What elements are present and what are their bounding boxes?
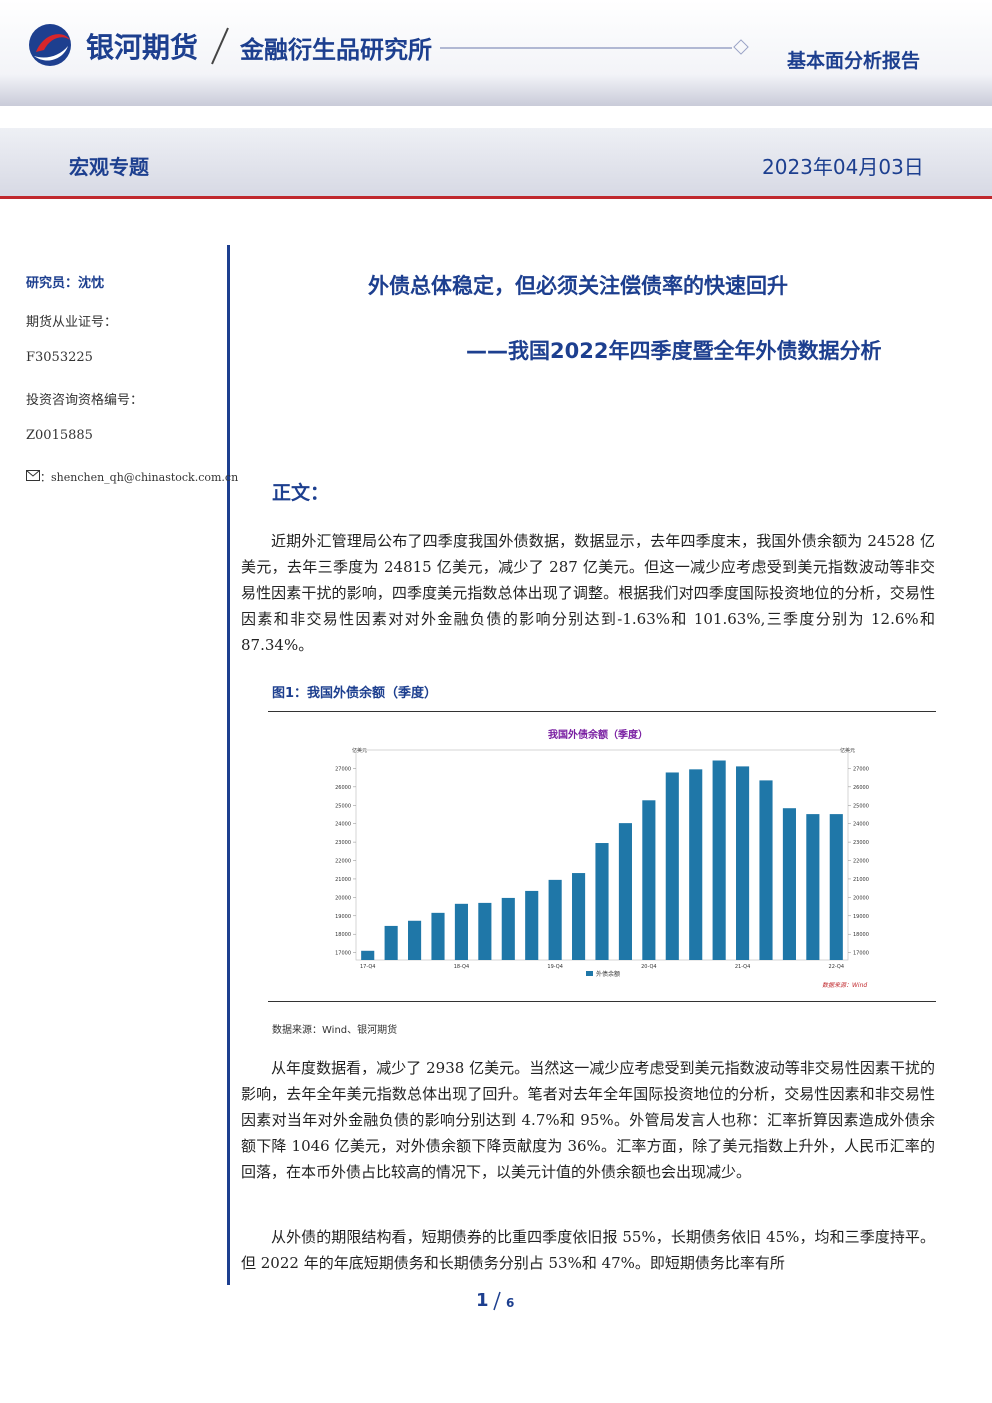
figure-caption: 图1：我国外债余额（季度） bbox=[272, 686, 438, 701]
y2-tick-label: 23000 bbox=[853, 840, 869, 846]
x-tick-label: 22-Q4 bbox=[829, 964, 844, 970]
paragraph: 近期外汇管理局公布了四季度我国外债数据，数据显示，去年四季度末，我国外债余额为 … bbox=[241, 532, 935, 654]
y2-tick-label: 25000 bbox=[853, 803, 869, 809]
legend-label: 外债余额 bbox=[596, 970, 620, 978]
institute: 金融衍生品研究所 bbox=[240, 36, 432, 64]
y-tick-label: 25000 bbox=[335, 803, 351, 809]
y2-tick-label: 17000 bbox=[853, 951, 869, 957]
y-tick-label: 24000 bbox=[335, 822, 351, 828]
paragraph: 从年度数据看，减少了 2938 亿美元。当然这一减少应考虑受到美元指数波动等非交… bbox=[241, 1059, 935, 1181]
logo bbox=[29, 24, 71, 66]
y2-tick-label: 20000 bbox=[853, 895, 869, 901]
slash bbox=[211, 27, 229, 65]
chart-source: 数据来源：Wind bbox=[822, 981, 867, 989]
chart-title: 我国外债余额（季度） bbox=[548, 728, 648, 741]
y-tick-label: 26000 bbox=[335, 785, 351, 791]
topic: 宏观专题 bbox=[69, 155, 149, 179]
bar bbox=[712, 760, 726, 960]
bar bbox=[572, 873, 586, 960]
date: 2023年04月03日 bbox=[762, 155, 924, 179]
bar bbox=[759, 780, 773, 960]
bar bbox=[782, 808, 796, 960]
section-heading: 正文： bbox=[272, 482, 330, 504]
bar bbox=[454, 903, 468, 960]
bar bbox=[525, 890, 539, 960]
subtitle: ——我国2022年四季度暨全年外债数据分析 bbox=[466, 339, 882, 363]
y-tick-label: 18000 bbox=[335, 932, 351, 938]
paragraph: 从外债的期限结构看，短期债券的比重四季度依旧报 55%，长期债务依旧 45%，均… bbox=[241, 1228, 935, 1272]
bar bbox=[501, 897, 515, 960]
y-tick-label: 23000 bbox=[335, 840, 351, 846]
page-total: 6 bbox=[506, 1296, 515, 1310]
y2-tick-label: 22000 bbox=[853, 859, 869, 865]
bar bbox=[806, 814, 820, 960]
mail-icon bbox=[26, 470, 40, 481]
y2-tick-label: 19000 bbox=[853, 914, 869, 920]
y-tick-label: 19000 bbox=[335, 914, 351, 920]
header-rule bbox=[440, 39, 749, 55]
y2-tick-label: 24000 bbox=[853, 822, 869, 828]
bar bbox=[361, 950, 375, 960]
bar bbox=[548, 879, 562, 960]
report-type: 基本面分析报告 bbox=[787, 50, 921, 72]
y-tick-label: 22000 bbox=[335, 859, 351, 865]
researcher: 研究员：沈忱 bbox=[26, 276, 105, 291]
page-slash bbox=[493, 1291, 501, 1311]
bar bbox=[665, 772, 679, 960]
divider bbox=[227, 245, 230, 1285]
bar bbox=[736, 766, 750, 960]
y2-tick-label: 27000 bbox=[853, 766, 869, 772]
license-no: F3053225 bbox=[26, 350, 93, 365]
y-tick-label: 27000 bbox=[335, 766, 351, 772]
header-band bbox=[0, 0, 992, 106]
y2-tick-label: 26000 bbox=[853, 785, 869, 791]
bar bbox=[618, 823, 632, 960]
y-tick-label: 17000 bbox=[335, 951, 351, 957]
y-tick-label: 21000 bbox=[335, 877, 351, 883]
y2-tick-label: 18000 bbox=[853, 932, 869, 938]
bar bbox=[478, 902, 492, 960]
license-label: 期货从业证号： bbox=[26, 315, 118, 330]
figure-frame bbox=[268, 711, 936, 1002]
x-tick-label: 19-Q4 bbox=[547, 964, 562, 970]
email: ：shenchen_qh@chinastock.com.cn bbox=[40, 471, 239, 484]
brand: 银河期货 bbox=[86, 31, 199, 64]
y2-unit: 亿美元 bbox=[840, 747, 855, 754]
legend-swatch bbox=[586, 971, 593, 976]
bar bbox=[384, 925, 398, 960]
x-tick-label: 18-Q4 bbox=[454, 964, 469, 970]
chart: 我国外债余额（季度） 亿美元 亿美元 数据来源：Wind 17000 18000 1… bbox=[335, 728, 869, 989]
y-tick-label: 20000 bbox=[335, 895, 351, 901]
y-unit: 亿美元 bbox=[352, 747, 367, 754]
title: 外债总体稳定，但必须关注偿债率的快速回升 bbox=[368, 274, 788, 298]
bar bbox=[595, 843, 609, 960]
bar bbox=[408, 920, 422, 960]
consult-no: Z0015885 bbox=[26, 428, 93, 443]
x-tick-label: 21-Q4 bbox=[735, 964, 750, 970]
bar bbox=[829, 814, 843, 960]
y2-tick-label: 21000 bbox=[853, 877, 869, 883]
x-tick-label: 17-Q4 bbox=[360, 964, 375, 970]
figure-source: 数据来源：Wind、银河期货 bbox=[272, 1025, 398, 1036]
bar bbox=[642, 800, 656, 960]
subheader-band bbox=[0, 128, 992, 199]
bar bbox=[689, 769, 703, 960]
consult-label: 投资咨询资格编号： bbox=[26, 393, 144, 408]
page-current: 1 bbox=[476, 1290, 489, 1311]
bar bbox=[431, 912, 445, 960]
x-tick-label: 20-Q4 bbox=[641, 964, 656, 970]
